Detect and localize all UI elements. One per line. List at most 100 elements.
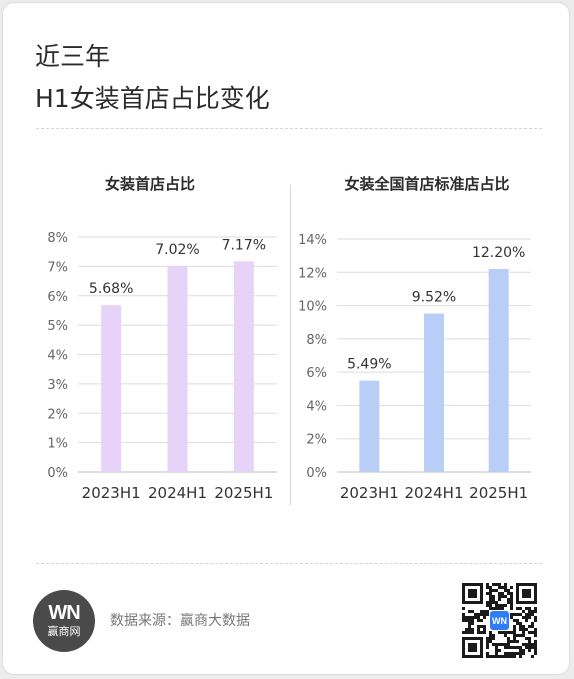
qr-module (486, 646, 489, 649)
x-tick-label: 2025H1 (214, 484, 273, 502)
qr-module (483, 613, 486, 616)
qr-module (507, 643, 510, 646)
qr-module (492, 637, 495, 640)
qr-module (531, 625, 534, 628)
qr-module (528, 613, 531, 616)
qr-module (483, 631, 486, 634)
qr-module (477, 631, 480, 634)
qr-module (522, 625, 525, 628)
bar (167, 265, 188, 472)
qr-module (462, 616, 465, 619)
qr-module (516, 613, 519, 616)
qr-module (501, 604, 504, 607)
qr-module (522, 616, 525, 619)
qr-module (480, 631, 483, 634)
qr-module (489, 637, 492, 640)
qr-module (474, 613, 477, 616)
qr-module (510, 598, 513, 601)
qr-module (495, 652, 498, 655)
qr-module (519, 607, 522, 610)
qr-module (471, 628, 474, 631)
qr-module (522, 643, 525, 646)
qr-module (504, 634, 507, 637)
bar-value-label: 5.68% (89, 281, 133, 297)
y-tick-label: 7% (47, 260, 68, 275)
qr-module (507, 592, 510, 595)
qr-module (504, 595, 507, 598)
qr-module (531, 613, 534, 616)
qr-module (504, 586, 507, 589)
qr-module (507, 640, 510, 643)
qr-module (492, 643, 495, 646)
qr-module (519, 628, 522, 631)
y-tick-label: 0% (306, 466, 327, 481)
qr-module (468, 610, 471, 613)
qr-module (483, 610, 486, 613)
qr-module (522, 652, 525, 655)
qr-module (516, 622, 519, 625)
qr-module (534, 607, 537, 610)
qr-module (510, 601, 513, 604)
qr-module (519, 655, 522, 658)
bar (233, 261, 254, 472)
qr-module (492, 634, 495, 637)
qr-module (525, 628, 528, 631)
bar (359, 380, 380, 472)
logo-text: 赢商网 (47, 625, 81, 638)
data-source: 数据来源：赢商大数据 (110, 613, 250, 629)
qr-module (510, 604, 513, 607)
qr-module (513, 619, 516, 622)
qr-module (471, 631, 474, 634)
qr-module (477, 625, 480, 628)
qr-module (516, 646, 519, 649)
qr-module (534, 619, 537, 622)
qr-module (486, 592, 489, 595)
chart-separator (290, 185, 291, 505)
y-tick-label: 1% (47, 437, 68, 452)
qr-module (507, 646, 510, 649)
qr-module (522, 634, 525, 637)
qr-module (495, 646, 498, 649)
qr-module (495, 604, 498, 607)
qr-module (480, 619, 483, 622)
qr-module (483, 625, 486, 628)
qr-module (501, 592, 504, 595)
qr-module (513, 652, 516, 655)
qr-module (486, 637, 489, 640)
qr-module (498, 655, 501, 658)
qr-module (504, 589, 507, 592)
qr-module (528, 649, 531, 652)
qr-center-label: WN (492, 616, 507, 626)
qr-module (525, 646, 528, 649)
y-tick-label: 6% (47, 290, 68, 305)
qr-module (516, 640, 519, 643)
qr-module (531, 655, 534, 658)
y-tick-label: 4% (47, 349, 68, 364)
qr-module (504, 583, 507, 586)
qr-module (534, 610, 537, 613)
qr-module (528, 640, 531, 643)
qr-module (525, 616, 528, 619)
qr-module (495, 589, 498, 592)
qr-module (507, 598, 510, 601)
bar (101, 305, 122, 472)
qr-module (501, 586, 504, 589)
qr-module (525, 619, 528, 622)
qr-module (480, 610, 483, 613)
qr-module (519, 625, 522, 628)
y-tick-label: 5% (47, 319, 68, 334)
x-tick-label: 2023H1 (82, 484, 141, 502)
qr-module (480, 613, 483, 616)
qr-module (510, 616, 513, 619)
qr-module (528, 607, 531, 610)
qr-module (465, 628, 468, 631)
qr-module (489, 607, 492, 610)
qr-module (462, 607, 465, 610)
y-tick-label: 2% (306, 433, 327, 448)
qr-module (483, 616, 486, 619)
qr-module (519, 652, 522, 655)
qr-module (498, 604, 501, 607)
qr-module (501, 631, 504, 634)
x-tick-label: 2024H1 (405, 484, 464, 502)
qr-center-badge (490, 611, 509, 630)
